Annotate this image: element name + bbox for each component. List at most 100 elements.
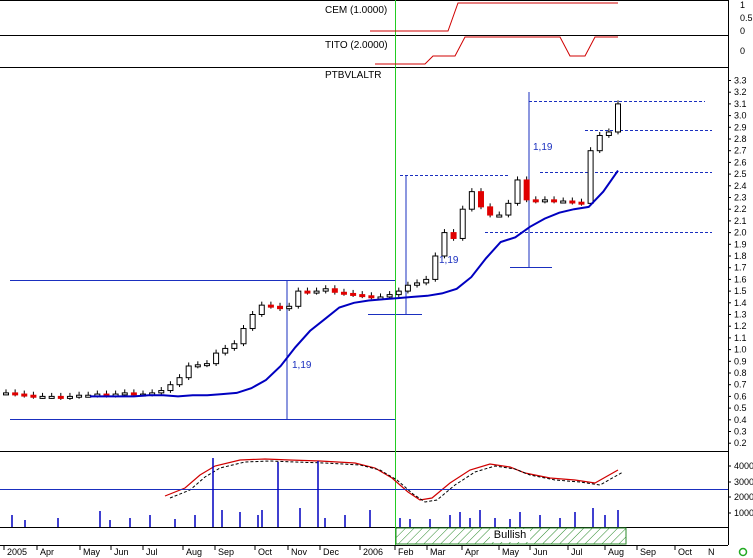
price-candle: [130, 392, 137, 396]
cem-signal-line: [370, 2, 618, 32]
price-candle: [578, 201, 585, 205]
price-tick-label: 3.1: [734, 99, 747, 109]
price-candle: [560, 200, 567, 204]
x-tick-label: Oct: [678, 547, 693, 557]
price-tick-label: 0.4: [734, 415, 747, 425]
price-tick-label: 0.9: [734, 356, 747, 366]
price-tick-label: 3.3: [734, 76, 747, 86]
price-candle: [313, 290, 320, 294]
tito-indicator-panel: 0: [375, 36, 745, 65]
price-candle: [203, 363, 210, 367]
price-candle: [258, 304, 265, 316]
price-tick-label: 2.3: [734, 193, 747, 203]
price-candle: [468, 191, 475, 210]
volume-panel: 40000 30000 20000 10000: [0, 458, 753, 545]
price-candle: [350, 292, 357, 296]
price-candle: [76, 394, 83, 398]
price-tick-label: 2.9: [734, 122, 747, 132]
price-candle: [322, 288, 329, 292]
x-tick-label: Mar: [430, 547, 446, 557]
price-candle: [596, 134, 603, 152]
price-candle: [340, 291, 347, 295]
tito-signal-line: [375, 36, 618, 65]
price-tick-label: 2.5: [734, 169, 747, 179]
price-candle: [158, 390, 165, 394]
x-tick-label: Sep: [640, 547, 656, 557]
oscillator-line: [164, 458, 619, 501]
x-tick-label: Jul: [146, 547, 158, 557]
price-candle: [231, 343, 238, 349]
price-tick-label: 1.1: [734, 333, 747, 343]
volume-tick-label: 20000: [734, 492, 753, 502]
price-candle: [541, 199, 548, 203]
price-candle: [459, 208, 466, 239]
price-candle: [395, 290, 402, 296]
price-candle: [386, 294, 393, 298]
price-tick-label: 3.0: [734, 111, 747, 121]
price-candle: [477, 191, 484, 208]
x-tick-label: Dec: [323, 547, 340, 557]
status-indicator: [738, 547, 748, 557]
price-candle: [359, 294, 366, 298]
measure-label-1: 1,19: [292, 360, 312, 371]
price-tick-label: 0.7: [734, 380, 747, 390]
price-candle: [185, 365, 192, 379]
price-tick-label: 2.4: [734, 181, 747, 191]
x-tick-label: Feb: [398, 547, 414, 557]
price-tick-label: 0.5: [734, 403, 747, 413]
price-candle: [213, 352, 220, 365]
price-candle: [30, 394, 37, 398]
price-tick-label: 1.2: [734, 321, 747, 331]
price-candle: [3, 392, 9, 396]
price-candle: [532, 199, 539, 203]
tito-tick-label: 0: [740, 46, 745, 56]
measure-label-3: 1,19: [533, 142, 553, 153]
volume-tick-label: 10000: [734, 508, 753, 518]
measure-label-2: 1,19: [439, 255, 459, 266]
cem-tick-label: 0: [740, 26, 745, 36]
price-candle: [404, 284, 411, 292]
price-tick-label: 0.6: [734, 391, 747, 401]
price-candle: [167, 384, 174, 392]
price-candle: [21, 393, 28, 397]
x-tick-label: Aug: [186, 547, 202, 557]
moving-average-line: [90, 170, 619, 398]
bullish-label-box: [490, 529, 530, 542]
volume-tick-label: 30000: [734, 477, 753, 487]
x-tick-label: May: [83, 547, 101, 557]
x-axis: 2005 Apr May Jun Jul Aug Sep Oct Nov Dec 2006 Feb Ma…: [3, 545, 748, 557]
price-tick-label: 1.5: [734, 286, 747, 296]
price-candle: [551, 199, 558, 203]
price-candle: [605, 131, 612, 136]
price-tick-label: 1.3: [734, 310, 747, 320]
price-candle: [523, 179, 530, 201]
price-tick-label: 3.2: [734, 87, 747, 97]
price-candle: [487, 206, 494, 216]
price-tick-label: 1.6: [734, 274, 747, 284]
price-tick-label: 0.3: [734, 427, 747, 437]
tito-label: TITO (2.0000): [325, 40, 388, 51]
price-tick-label: 2.1: [734, 216, 747, 226]
bullish-ribbon-label: Bullish: [494, 529, 526, 541]
panel-frames: [0, 0, 729, 546]
price-tick-label: 1.4: [734, 298, 747, 308]
price-candle: [423, 278, 430, 284]
price-candle: [240, 328, 247, 345]
price-candle: [176, 377, 183, 386]
price-candle: [514, 179, 521, 204]
cem-tick-label: 1: [740, 0, 745, 10]
price-tick-label: 1.9: [734, 239, 747, 249]
price-tick-label: 2.8: [734, 134, 747, 144]
price-tick-label: 1.7: [734, 263, 747, 273]
price-candle: [441, 232, 448, 257]
price-tick-label: 1.8: [734, 251, 747, 261]
price-candle: [587, 150, 594, 204]
price-tick-label: 2.0: [734, 228, 747, 238]
price-tick-label: 2.7: [734, 146, 747, 156]
price-series-label: PTBVLALTR: [325, 70, 382, 81]
x-tick-label: Jun: [114, 547, 129, 557]
price-candle: [57, 395, 64, 399]
price-tick-label: 2.6: [734, 157, 747, 167]
x-tick-label: Nov: [291, 547, 308, 557]
